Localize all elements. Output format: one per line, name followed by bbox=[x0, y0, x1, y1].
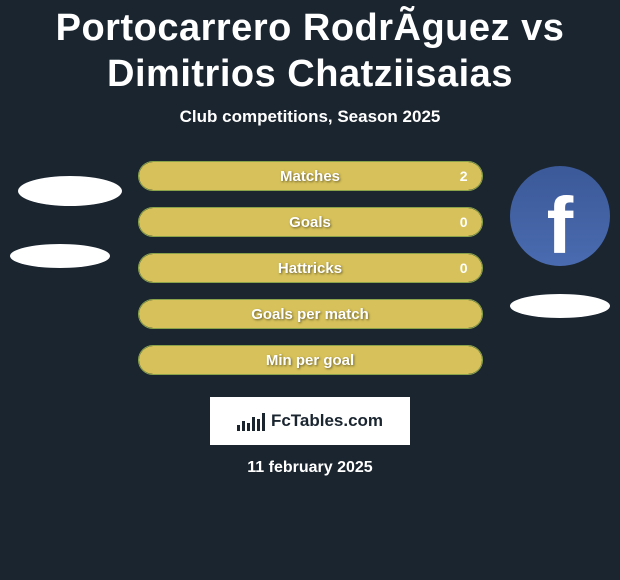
facebook-icon[interactable]: f bbox=[510, 166, 610, 266]
stat-label: Goals bbox=[289, 214, 331, 231]
date-label: 11 february 2025 bbox=[0, 459, 620, 477]
logo-bar bbox=[242, 421, 245, 431]
logo-bars-icon bbox=[237, 411, 265, 431]
logo-bar bbox=[252, 417, 255, 431]
stat-label: Goals per match bbox=[251, 306, 369, 323]
subtitle: Club competitions, Season 2025 bbox=[0, 107, 620, 127]
stat-label: Min per goal bbox=[266, 352, 354, 369]
stat-row: Matches 2 bbox=[138, 161, 483, 191]
stat-row: Min per goal bbox=[138, 345, 483, 375]
stat-value-right: 0 bbox=[460, 260, 468, 276]
content-area: f Matches 2 Goals 0 Hattricks 0 Goals per matc… bbox=[0, 161, 620, 477]
logo-bar bbox=[262, 413, 265, 431]
player-left-avatar-placeholder bbox=[18, 176, 122, 206]
stats-list: Matches 2 Goals 0 Hattricks 0 Goals per match M… bbox=[138, 161, 483, 375]
stat-row: Goals per match bbox=[138, 299, 483, 329]
stat-value-right: 2 bbox=[460, 168, 468, 184]
player-right-block: f bbox=[510, 166, 610, 318]
stat-row: Goals 0 bbox=[138, 207, 483, 237]
player-right-shadow-oval bbox=[510, 294, 610, 318]
page-title: Portocarrero RodrÃ­guez vs Dimitrios Cha… bbox=[0, 0, 620, 97]
logo-bar bbox=[257, 419, 260, 431]
logo-bar bbox=[237, 425, 240, 431]
player-left-shadow-oval bbox=[10, 244, 110, 268]
stat-label: Hattricks bbox=[278, 260, 342, 277]
player-left-block bbox=[10, 166, 110, 268]
stat-label: Matches bbox=[280, 168, 340, 185]
stat-row: Hattricks 0 bbox=[138, 253, 483, 283]
stat-value-right: 0 bbox=[460, 214, 468, 230]
logo-bar bbox=[247, 423, 250, 431]
fctables-logo[interactable]: FcTables.com bbox=[210, 397, 410, 445]
logo-text: FcTables.com bbox=[271, 411, 383, 431]
facebook-f-glyph: f bbox=[547, 180, 574, 266]
